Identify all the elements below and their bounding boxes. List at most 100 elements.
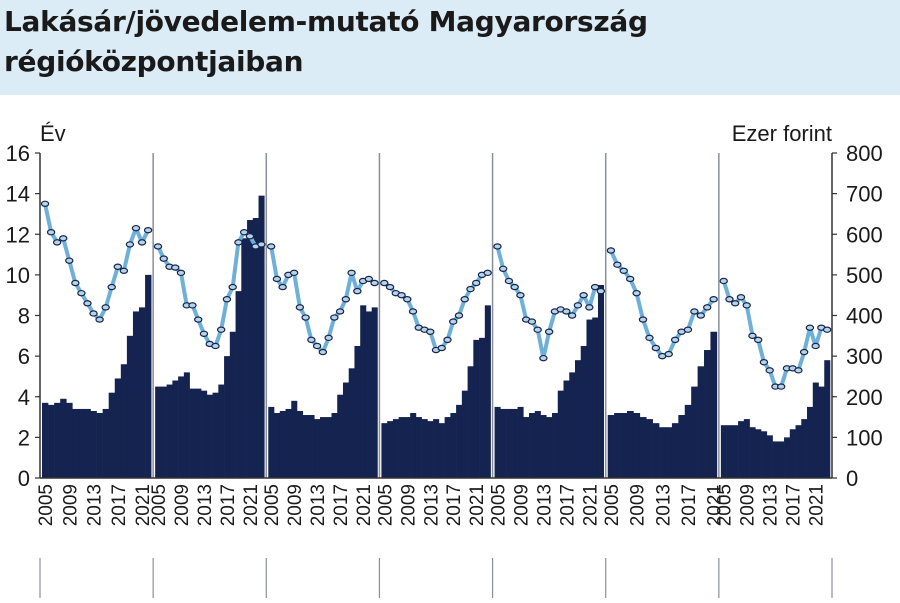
bar — [291, 400, 298, 478]
line-marker — [579, 291, 588, 299]
bar — [743, 419, 750, 478]
series-line — [43, 203, 150, 322]
x-tick-label: 2017 — [331, 484, 352, 526]
right-tick-label: 300 — [846, 344, 883, 369]
x-tick-label: 2009 — [738, 484, 759, 526]
bar — [659, 427, 666, 478]
bar — [704, 350, 711, 478]
line-marker — [194, 316, 203, 323]
x-tick-label: 2017 — [784, 484, 805, 526]
bar — [48, 404, 55, 478]
line-marker — [143, 226, 153, 234]
left-tick-label: 0 — [18, 466, 30, 491]
line-marker — [125, 241, 135, 248]
line-marker — [645, 334, 654, 342]
x-tick-label: 2005 — [488, 484, 509, 526]
bar — [467, 366, 474, 478]
bar — [42, 402, 49, 478]
bar — [354, 345, 361, 478]
bar — [720, 425, 727, 478]
line-marker — [301, 314, 310, 321]
line-marker — [632, 289, 641, 297]
line-marker — [776, 383, 786, 390]
bar — [235, 291, 242, 478]
bar — [546, 417, 553, 478]
line-marker — [664, 350, 673, 358]
line-marker — [330, 314, 339, 321]
x-tick-label: 2005 — [262, 484, 283, 526]
bar — [646, 419, 653, 478]
bar — [691, 386, 698, 478]
line-marker — [107, 283, 116, 291]
bar — [586, 319, 593, 478]
chart-area: Év Ezer forint 2005 2009 2013 2017 2021 2005 2… — [0, 95, 900, 598]
bar — [206, 394, 213, 478]
line-marker — [83, 300, 92, 307]
line-marker — [748, 332, 757, 340]
bar — [697, 366, 705, 478]
x-tick-label: 2021 — [705, 484, 726, 526]
bar — [145, 274, 152, 478]
line-marker — [690, 308, 699, 315]
bar — [387, 421, 394, 478]
line-marker — [266, 243, 276, 250]
x-tick-label: 2017 — [444, 484, 465, 526]
bar — [433, 419, 440, 478]
line-marker — [725, 296, 734, 303]
line-marker — [651, 344, 661, 352]
bar — [331, 413, 338, 478]
line-marker — [341, 296, 351, 303]
bar — [438, 423, 445, 478]
bar — [241, 238, 248, 478]
bar — [90, 410, 97, 478]
chart-title: Lakásár/jövedelem-mutató Magyarország ré… — [4, 5, 648, 78]
x-tick-label: 2021 — [133, 484, 154, 526]
line-marker — [217, 326, 226, 333]
line-marker — [625, 275, 635, 283]
line-marker — [573, 302, 583, 309]
title-band — [0, 0, 900, 95]
bar — [314, 419, 321, 478]
line-marker — [731, 300, 740, 307]
bar — [789, 429, 796, 478]
right-axis-unit: Ezer forint — [732, 121, 832, 146]
line-marker — [811, 342, 820, 350]
line-marker — [454, 312, 464, 319]
bar — [348, 368, 355, 478]
bar — [410, 413, 417, 478]
bar — [824, 360, 831, 478]
bar — [183, 372, 190, 478]
series-line — [609, 249, 716, 359]
x-tick-label: 2021 — [241, 484, 262, 526]
bar — [812, 382, 819, 478]
line-marker — [703, 304, 712, 311]
bar — [639, 417, 647, 478]
x-tick-label: 2009 — [60, 484, 81, 526]
line-marker — [364, 275, 374, 283]
bar — [258, 195, 265, 478]
line-marker — [753, 336, 763, 344]
line-marker — [295, 304, 305, 311]
bar — [279, 410, 286, 478]
bar — [569, 372, 576, 478]
line-marker — [159, 255, 168, 262]
bar — [78, 408, 85, 478]
bar — [494, 406, 501, 478]
line-marker — [408, 308, 418, 315]
line-marker — [318, 348, 328, 356]
line-marker — [498, 265, 508, 272]
line-marker — [460, 296, 469, 303]
line-marker — [736, 294, 746, 301]
bar — [302, 415, 309, 478]
left-tick-label: 16 — [6, 141, 30, 166]
line-marker — [596, 287, 606, 295]
x-tick-label: 2013 — [308, 484, 329, 526]
x-tick-label: 2013 — [421, 484, 442, 526]
series-line — [495, 245, 602, 361]
bar — [160, 386, 167, 478]
bar — [274, 413, 281, 478]
x-tick-label: 2021 — [580, 484, 601, 526]
bar — [534, 410, 541, 478]
line-marker — [176, 269, 186, 277]
bar — [500, 408, 507, 478]
